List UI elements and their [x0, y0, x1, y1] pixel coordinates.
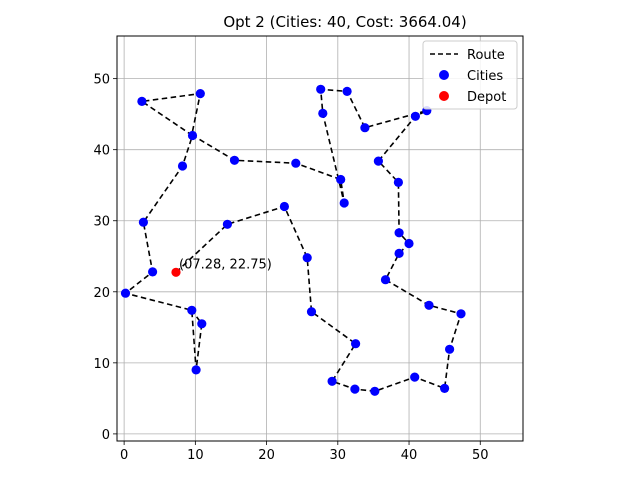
- y-tick-label: 40: [93, 144, 110, 159]
- city-point: [187, 130, 198, 141]
- city-point: [148, 267, 158, 277]
- axes-frame: [116, 35, 524, 442]
- city-point: [339, 198, 349, 208]
- city-point: [394, 228, 404, 238]
- x-tick-label: 40: [401, 448, 418, 463]
- city-point: [318, 108, 328, 118]
- city-point: [191, 365, 201, 375]
- legend-cities-label: Cities: [467, 69, 503, 84]
- city-point: [456, 309, 466, 319]
- city-point: [424, 300, 434, 310]
- city-point: [120, 288, 131, 298]
- y-tick-label: 30: [93, 215, 110, 230]
- legend-route-label: Route: [467, 48, 505, 63]
- city-point: [350, 384, 360, 394]
- city-point: [370, 386, 380, 396]
- axis-ticks: 0 10 20 30 40 50 0 10 20 30 40 50: [93, 73, 488, 463]
- x-tick-label: 10: [187, 448, 204, 463]
- city-point: [440, 383, 450, 393]
- city-point: [336, 174, 346, 185]
- legend-depot-label: Depot: [467, 90, 506, 105]
- depot-point: [171, 267, 181, 277]
- city-point: [404, 238, 414, 249]
- city-point: [394, 248, 404, 258]
- city-point: [279, 201, 289, 212]
- city-point: [351, 339, 361, 349]
- city-point: [360, 123, 370, 133]
- x-tick-label: 0: [120, 448, 128, 463]
- y-tick-label: 0: [102, 428, 110, 443]
- city-point: [410, 111, 420, 121]
- route-line: [123, 88, 463, 393]
- depot-marker-group: (07.28, 22.75): [171, 257, 272, 277]
- depot-label: (07.28, 22.75): [179, 257, 272, 272]
- city-point: [327, 376, 337, 386]
- city-markers: [120, 84, 466, 396]
- y-tick-label: 50: [93, 73, 110, 88]
- city-point: [187, 305, 197, 315]
- chart-title: Opt 2 (Cities: 40, Cost: 3664.04): [223, 13, 466, 31]
- x-tick-label: 50: [472, 448, 489, 463]
- city-point: [177, 161, 188, 171]
- city-point: [393, 177, 403, 187]
- legend-depot-swatch: [439, 91, 449, 101]
- route-lines: [123, 88, 463, 393]
- legend-cities-swatch: [439, 70, 449, 80]
- city-point: [195, 89, 205, 99]
- city-point: [373, 156, 383, 166]
- city-point: [316, 84, 326, 94]
- y-tick-label: 20: [93, 286, 110, 301]
- x-tick-label: 20: [258, 448, 275, 463]
- city-point: [137, 96, 147, 106]
- city-point: [306, 307, 317, 317]
- city-point: [229, 155, 240, 165]
- city-point: [445, 344, 455, 354]
- x-tick-label: 30: [330, 448, 347, 463]
- city-point: [342, 86, 352, 96]
- city-point: [138, 217, 148, 227]
- city-point: [380, 275, 391, 285]
- legend: Route Cities Depot: [422, 40, 518, 110]
- y-tick-label: 10: [93, 357, 110, 372]
- city-point: [197, 319, 207, 329]
- city-point: [222, 219, 232, 229]
- city-point: [302, 253, 312, 263]
- city-point: [291, 158, 301, 168]
- city-point: [410, 372, 420, 382]
